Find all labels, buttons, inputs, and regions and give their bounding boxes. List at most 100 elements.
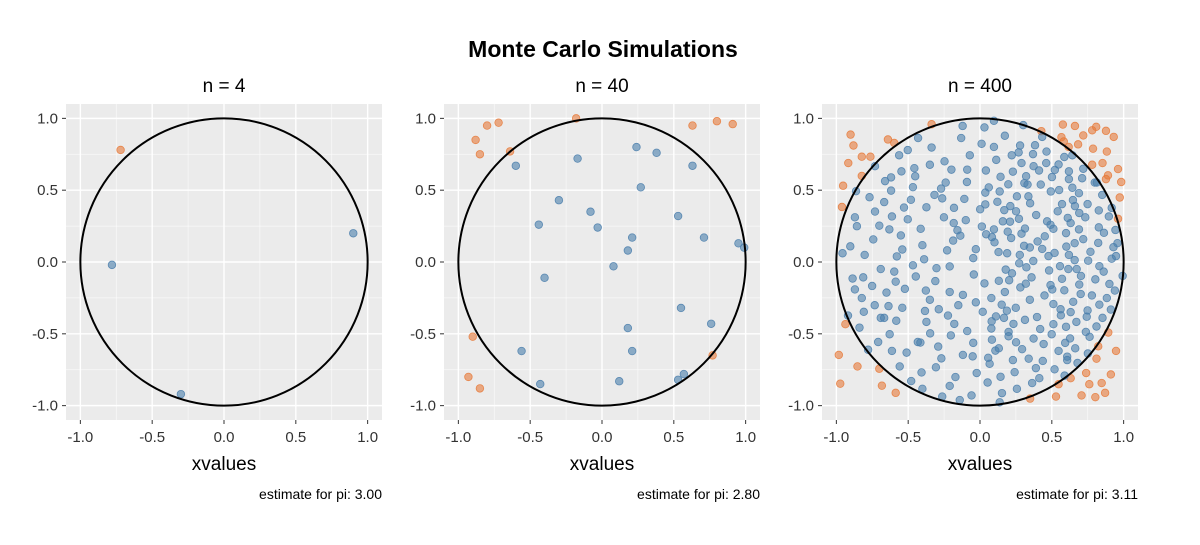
point-inside [1017,344,1027,354]
point-outside [1058,120,1068,129]
point-inside [1092,322,1101,331]
x-tick-label: 1.0 [735,429,756,446]
point-outside [475,150,485,159]
point-inside [1046,280,1055,290]
point-outside [1088,144,1098,153]
point-inside [945,262,954,271]
point-inside [911,172,920,181]
figure-title: Monte Carlo Simulations [468,36,738,62]
point-inside [1068,183,1077,192]
point-inside [1023,180,1032,189]
point-inside [997,300,1006,309]
point-inside [1039,339,1048,349]
point-inside [1042,158,1051,168]
point-inside [925,160,935,169]
point-inside [932,263,941,273]
pi-estimate-annotation: estimate for pi: 3.11 [1016,486,1138,502]
point-inside [1075,280,1084,289]
point-inside [890,267,899,276]
point-inside [1036,180,1045,189]
y-tick-label: -0.5 [32,326,58,343]
point-inside [857,293,866,303]
point-inside [1061,322,1071,331]
point-inside [1060,338,1070,348]
point-inside [1047,172,1057,182]
point-inside [1000,287,1010,297]
x-tick-label: -0.5 [517,429,543,446]
point-inside [913,337,923,347]
point-inside [623,246,633,255]
point-inside [958,290,968,300]
y-tick-label: 1.0 [793,110,814,127]
point-outside [1081,368,1091,378]
point-inside [938,194,947,203]
point-inside [925,329,935,338]
x-tick-label: -0.5 [895,429,921,446]
point-inside [1008,167,1018,176]
point-inside [969,338,978,348]
point-inside [1029,334,1038,343]
point-inside [1104,212,1114,221]
point-inside [679,369,689,379]
point-outside [838,181,848,190]
point-inside [880,176,890,186]
point-inside [962,177,972,187]
point-inside [885,330,894,339]
point-inside [937,354,946,363]
point-inside [706,319,716,328]
point-inside [865,193,874,202]
point-inside [1015,250,1024,260]
point-inside [1021,279,1031,288]
point-inside [941,178,950,187]
point-inside [517,346,526,356]
point-outside [1113,164,1123,174]
point-inside [1032,312,1042,322]
y-tick-label: -1.0 [788,398,814,415]
point-inside [993,197,1002,207]
point-outside [853,362,862,371]
x-tick-label: 0.5 [663,429,684,446]
point-inside [1091,275,1100,284]
point-inside [1004,180,1013,189]
point-inside [1012,192,1022,201]
point-inside [859,273,868,282]
point-inside [936,184,946,193]
point-inside [1049,299,1058,309]
point-inside [1064,264,1073,274]
point-inside [892,316,901,325]
point-inside [1035,324,1045,334]
point-inside [1060,152,1069,162]
panel-title: n = 40 [575,76,628,97]
point-inside [107,260,117,270]
point-inside [1034,166,1044,175]
point-inside [1076,289,1085,299]
point-inside [955,395,964,405]
point-outside [1091,392,1100,402]
point-outside [482,121,492,130]
point-outside [849,141,858,150]
point-inside [984,183,993,192]
point-inside [1025,295,1035,304]
point-inside [1029,161,1038,171]
x-tick-label: 0.5 [285,429,306,446]
panel-2: n = 40 -1.0 -0.5 0.0 0.5 1.0 -1.0 -0.5 0.0 0.5 1.0… [410,76,760,502]
point-outside [1085,380,1094,389]
point-inside [1070,255,1079,265]
unit-circle [835,117,1125,407]
point-outside [1102,147,1112,156]
point-inside [1098,313,1107,323]
y-tick-label: 1.0 [415,110,436,127]
point-inside [927,143,936,152]
point-inside [1022,263,1031,272]
x-tick-label: -1.0 [445,429,471,446]
point-inside [949,203,959,213]
point-inside [1006,233,1016,243]
point-outside [1109,132,1118,142]
point-inside [954,301,963,310]
point-inside [930,190,939,200]
point-inside [960,194,969,204]
point-outside [866,152,875,161]
point-inside [1079,234,1088,244]
point-inside [906,195,916,205]
panel-1: n = 4 -1.0 -0.5 0.0 0.5 1.0 -1.0 -0.5 0.0 0.5 1.0 x… [32,76,382,502]
